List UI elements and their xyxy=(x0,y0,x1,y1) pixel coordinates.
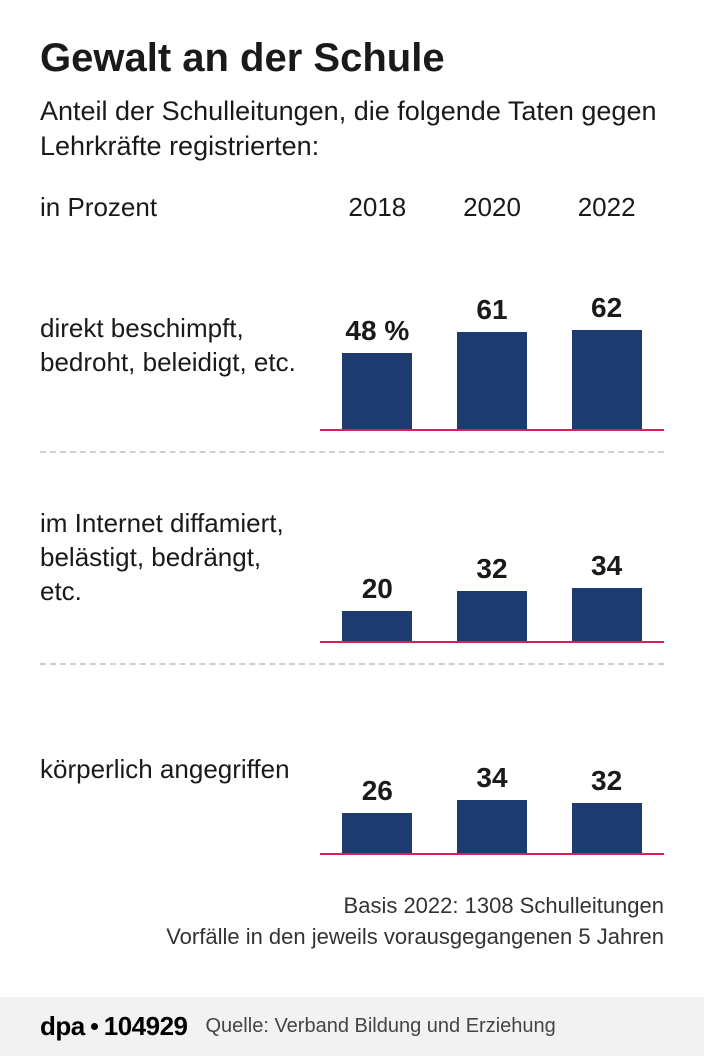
footnote-line: Vorfälle in den jeweils vorausgegangenen… xyxy=(40,922,664,953)
graphic-id: 104929 xyxy=(104,1011,188,1042)
bar xyxy=(342,353,412,431)
bar xyxy=(342,813,412,855)
bar-value-label: 32 xyxy=(476,553,507,585)
year-header: 2022 xyxy=(578,192,636,223)
chart-row: direkt beschimpft, bedroht, beleidigt, e… xyxy=(40,241,664,453)
subtitle: Anteil der Schulleitungen, die folgende … xyxy=(40,94,664,164)
bar xyxy=(457,332,527,431)
bar-value-label: 34 xyxy=(476,762,507,794)
bar xyxy=(572,330,642,431)
year-header: 2018 xyxy=(348,192,406,223)
year-header: 2020 xyxy=(463,192,521,223)
bar-wrap: 20 xyxy=(320,473,435,643)
bar-value-label: 48 % xyxy=(345,315,409,347)
chart-row: körperlich angegriffen 26 34 32 xyxy=(40,665,664,875)
bar-wrap: 48 % xyxy=(320,261,435,431)
footnotes: Basis 2022: 1308 Schulleitungen Vorfälle… xyxy=(40,891,664,953)
bar-value-label: 34 xyxy=(591,550,622,582)
bar xyxy=(572,803,642,855)
bar-wrap: 62 xyxy=(549,261,664,431)
footnote-line: Basis 2022: 1308 Schulleitungen xyxy=(40,891,664,922)
page-title: Gewalt an der Schule xyxy=(40,36,664,80)
brand-mark: dpa 104929 xyxy=(40,1011,188,1042)
bar-wrap: 32 xyxy=(549,685,664,855)
bar-wrap: 34 xyxy=(435,685,550,855)
bar-wrap: 34 xyxy=(549,473,664,643)
source-line: Quelle: Verband Bildung und Erziehung xyxy=(206,1015,556,1038)
bar xyxy=(342,611,412,644)
bar-group: 20 32 34 xyxy=(320,473,664,643)
bar-group: 48 % 61 62 xyxy=(320,261,664,431)
dot-icon xyxy=(91,1023,98,1030)
bar xyxy=(457,800,527,855)
row-label: körperlich angegriffen xyxy=(40,753,320,787)
bar-wrap: 61 xyxy=(435,261,550,431)
row-label: im Internet diffamiert, belästigt, bedrä… xyxy=(40,507,320,608)
row-label: direkt beschimpft, bedroht, beleidigt, e… xyxy=(40,312,320,380)
bar-value-label: 32 xyxy=(591,765,622,797)
bar xyxy=(572,588,642,643)
bar-wrap: 26 xyxy=(320,685,435,855)
bar xyxy=(457,591,527,643)
bar-wrap: 32 xyxy=(435,473,550,643)
brand-text: dpa xyxy=(40,1011,85,1042)
footer-bar: dpa 104929 Quelle: Verband Bildung und E… xyxy=(0,997,704,1056)
bar-value-label: 26 xyxy=(362,775,393,807)
chart-row: im Internet diffamiert, belästigt, bedrä… xyxy=(40,453,664,665)
column-header-row: in Prozent 2018 2020 2022 xyxy=(40,192,664,223)
year-headers: 2018 2020 2022 xyxy=(320,192,664,223)
bar-group: 26 34 32 xyxy=(320,685,664,855)
bar-value-label: 62 xyxy=(591,292,622,324)
bar-value-label: 20 xyxy=(362,573,393,605)
chart-rows: direkt beschimpft, bedroht, beleidigt, e… xyxy=(40,241,664,875)
unit-label: in Prozent xyxy=(40,192,320,223)
bar-value-label: 61 xyxy=(476,294,507,326)
